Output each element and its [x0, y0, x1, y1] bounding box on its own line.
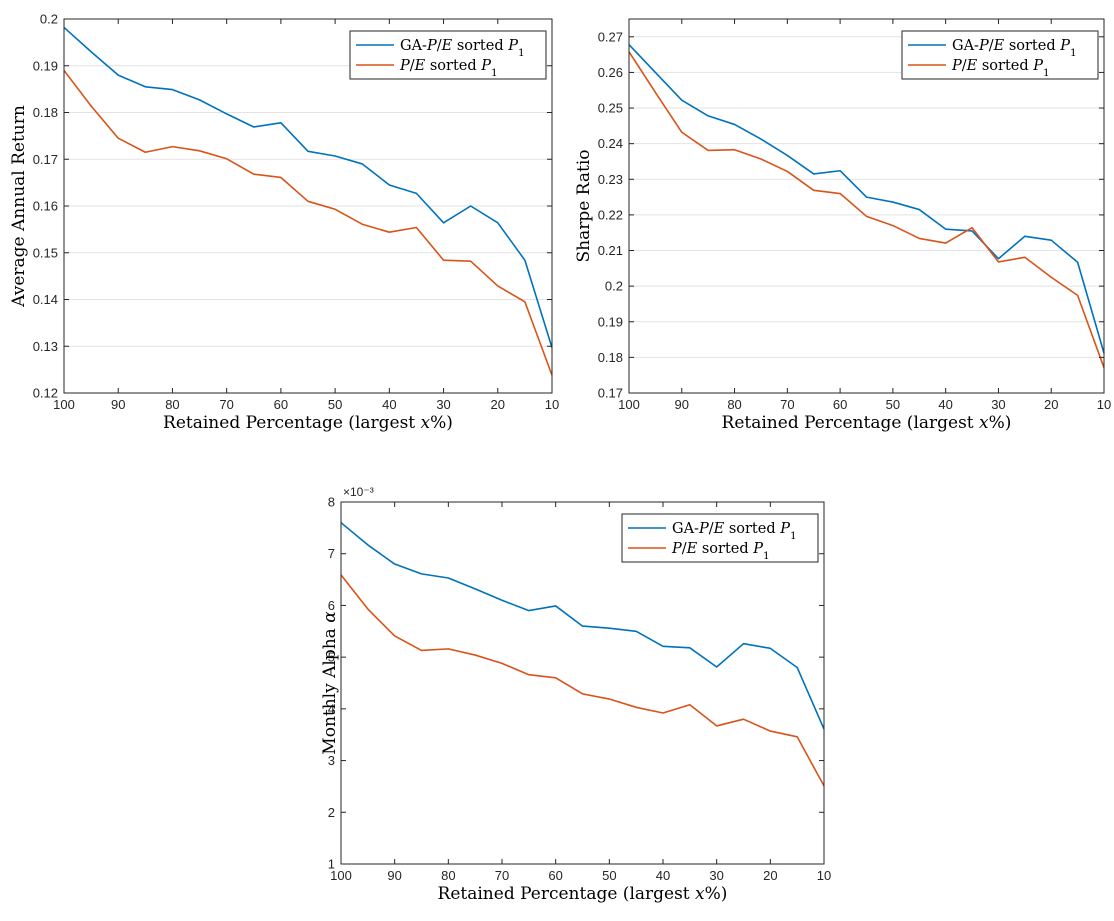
- y-tick-label: 0.23: [598, 172, 623, 187]
- y-axis-label: Monthly Alpha α: [320, 611, 340, 755]
- y-tick-label: 0.18: [33, 105, 58, 120]
- series-line-2: [628, 51, 1105, 368]
- x-axis-label: Retained Percentage (largest x%): [163, 413, 453, 433]
- y-tick-label: 0.19: [598, 314, 623, 329]
- x-tick-label: 40: [382, 397, 396, 412]
- x-tick-label: 70: [780, 397, 794, 412]
- legend-label-2: P/E sorted P1: [951, 58, 1050, 79]
- chart-1: 100 90 80 70 60 50 40 30 20 10 0.12 0.13 0.14 0.15 0.1…: [9, 12, 559, 434]
- y-tick-label: 8: [328, 495, 335, 510]
- y-tick-label: 0.2: [605, 279, 623, 294]
- x-tick-label: 50: [328, 397, 342, 412]
- y-tick-label: 0.13: [33, 339, 58, 354]
- y-axis-label: Sharpe Ratio: [574, 149, 594, 262]
- x-tick-label: 40: [656, 868, 670, 883]
- legend-box: [621, 513, 819, 563]
- x-tick-label: 100: [53, 397, 75, 412]
- x-tick-label: 90: [675, 397, 689, 412]
- y-tick-label: 1: [328, 857, 335, 872]
- axes-box: [340, 501, 825, 865]
- x-tick-label: 20: [763, 868, 777, 883]
- y-tick-label: 0.17: [598, 386, 623, 401]
- y-tick-label: 2: [328, 805, 335, 820]
- y-tick-label: 0.12: [33, 386, 58, 401]
- y-exponent-label: ×10⁻³: [343, 485, 374, 499]
- x-tick-label: 80: [165, 397, 179, 412]
- series-line-1: [63, 26, 553, 348]
- chart-2: 100 90 80 70 60 50 40 30 20 10 0.17 0.18 0.19 0.2 0.21…: [574, 18, 1111, 433]
- chart-3: 100 90 80 70 60 50 40 30 20 10 1 2 3 4 5 6 7 8 ×10⁻³ Retain…: [320, 485, 831, 904]
- y-tick-label: 0.26: [598, 65, 623, 80]
- x-tick-label: 20: [1044, 397, 1058, 412]
- x-tick-label: 90: [111, 397, 125, 412]
- series-line-2: [63, 69, 553, 376]
- x-tick-label: 100: [330, 868, 352, 883]
- x-tick-label: 30: [709, 868, 723, 883]
- legend-label-2: P/E sorted P1: [671, 541, 770, 562]
- x-tick-label: 50: [886, 397, 900, 412]
- legend-label-1: GA-P/E sorted P1: [672, 521, 797, 542]
- y-tick-label: 0.16: [33, 199, 58, 214]
- legend: GA-P/E sorted P1P/E sorted P1: [901, 30, 1099, 80]
- y-tick-label: 0.2: [40, 12, 58, 27]
- y-tick-label: 0.25: [598, 101, 623, 116]
- x-axis-label: Retained Percentage (largest x%): [722, 413, 1012, 433]
- series-line-2: [340, 574, 825, 787]
- legend: GA-P/E sorted P1P/E sorted P1: [349, 30, 547, 80]
- legend-label-1: GA-P/E sorted P1: [400, 38, 525, 59]
- series-line-1: [340, 522, 825, 730]
- series-line-1: [628, 44, 1105, 354]
- x-tick-label: 90: [387, 868, 401, 883]
- y-tick-label: 0.14: [33, 292, 58, 307]
- x-tick-label: 60: [274, 397, 288, 412]
- x-tick-label: 20: [491, 397, 505, 412]
- x-tick-label: 30: [436, 397, 450, 412]
- x-tick-label: 80: [727, 397, 741, 412]
- y-tick-label: 0.19: [33, 58, 58, 73]
- x-tick-label: 60: [833, 397, 847, 412]
- x-tick-label: 10: [545, 397, 559, 412]
- y-tick-label: 0.22: [598, 207, 623, 222]
- y-axis-label: Average Annual Return: [9, 105, 29, 308]
- legend-label-2: P/E sorted P1: [399, 58, 498, 79]
- y-tick-label: 6: [328, 598, 335, 613]
- y-tick-label: 0.21: [598, 243, 623, 258]
- x-tick-label: 60: [548, 868, 562, 883]
- x-axis-label: Retained Percentage (largest x%): [438, 884, 728, 904]
- y-tick-label: 0.24: [598, 136, 623, 151]
- plot-area: [629, 19, 1104, 393]
- x-tick-label: 10: [1097, 397, 1111, 412]
- legend: GA-P/E sorted P1P/E sorted P1: [621, 513, 819, 563]
- x-tick-label: 30: [991, 397, 1005, 412]
- y-tick-label: 3: [328, 753, 335, 768]
- x-tick-label: 50: [602, 868, 616, 883]
- x-tick-label: 70: [219, 397, 233, 412]
- legend-label-1: GA-P/E sorted P1: [952, 38, 1077, 59]
- x-tick-label: 100: [618, 397, 640, 412]
- y-tick-label: 0.17: [33, 152, 58, 167]
- x-tick-label: 70: [495, 868, 509, 883]
- x-tick-label: 80: [441, 868, 455, 883]
- y-tick-label: 4: [328, 701, 335, 716]
- y-tick-label: 0.27: [598, 29, 623, 44]
- x-tick-label: 40: [938, 397, 952, 412]
- y-tick-label: 0.15: [33, 245, 58, 260]
- legend-box: [901, 30, 1099, 80]
- y-tick-label: 0.18: [598, 350, 623, 365]
- y-tick-label: 5: [328, 650, 335, 665]
- axes-box: [628, 18, 1105, 394]
- x-tick-label: 10: [817, 868, 831, 883]
- legend-box: [349, 30, 547, 80]
- y-tick-label: 7: [328, 546, 335, 561]
